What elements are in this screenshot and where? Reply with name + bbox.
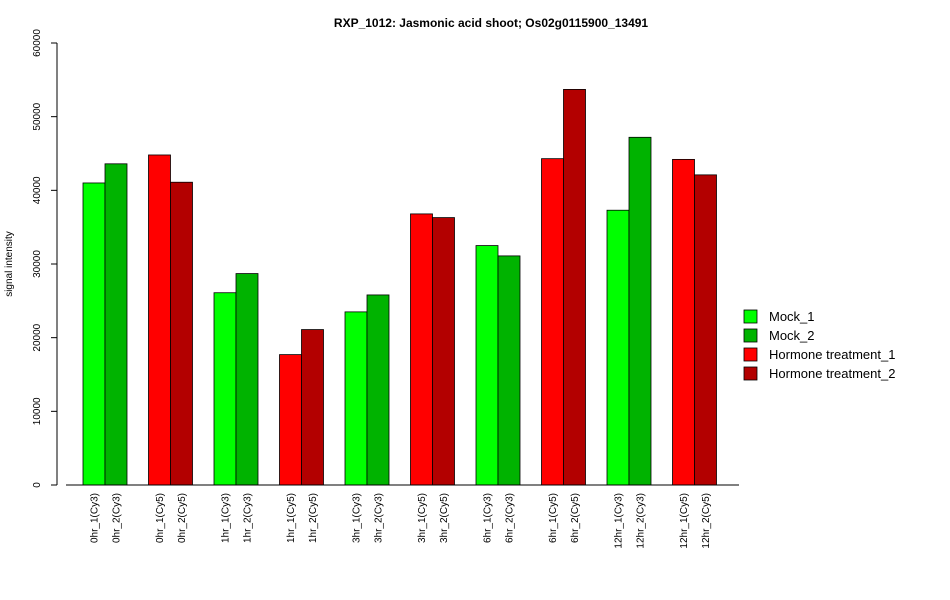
bar [497, 255, 521, 486]
legend-swatch [743, 328, 758, 343]
y-axis-label: signal intensity [4, 231, 15, 297]
y-tick-label: 30000 [32, 250, 43, 278]
legend: Mock_1 Mock_2 Hormone treatment_1 Hormone t… [743, 309, 895, 381]
x-tick-label: 1hr_2(Cy5) [308, 493, 319, 543]
x-tick-label: 12hr_2(Cy5) [701, 493, 712, 549]
bar [694, 174, 717, 486]
bar [235, 273, 259, 486]
x-tick-label: 1hr_1(Cy5) [286, 493, 297, 543]
bar [475, 245, 499, 486]
y-tick-label: 0 [32, 482, 43, 488]
legend-swatch [743, 366, 758, 381]
y-tick-label: 20000 [32, 323, 43, 351]
x-tick-labels: 0hr_1(Cy3) 0hr_2(Cy3) 0hr_1(Cy5) 0hr_2(Cy5)… [90, 493, 713, 549]
bar [410, 213, 433, 486]
x-tick-label: 3hr_2(Cy5) [439, 493, 450, 543]
bar [432, 217, 455, 486]
y-tick-label: 10000 [32, 397, 43, 425]
legend-swatch [743, 347, 758, 362]
y-tick-label: 60000 [32, 29, 43, 57]
bar [301, 329, 324, 486]
bar [628, 136, 652, 486]
chart-title: RXP_1012: Jasmonic acid shoot; Os02g0115… [334, 16, 649, 30]
bar [104, 163, 128, 486]
bar [170, 181, 193, 486]
x-tick-label: 6hr_2(Cy3) [505, 493, 516, 543]
bar [148, 154, 171, 486]
x-tick-label: 12hr_1(Cy5) [679, 493, 690, 549]
y-tick-label: 40000 [32, 176, 43, 204]
x-tick-label: 12hr_1(Cy3) [614, 493, 625, 549]
bar [344, 311, 368, 486]
legend-label: Hormone treatment_1 [769, 347, 895, 362]
bar [366, 294, 390, 486]
x-tick-label: 0hr_1(Cy5) [155, 493, 166, 543]
x-tick-label: 1hr_2(Cy3) [243, 493, 254, 543]
bar [672, 158, 695, 486]
bar [606, 209, 630, 486]
bar [213, 292, 237, 486]
x-tick-label: 6hr_1(Cy3) [483, 493, 494, 543]
x-tick-label: 6hr_2(Cy5) [570, 493, 581, 543]
bar [82, 182, 106, 486]
bar [279, 354, 302, 486]
x-tick-label: 6hr_1(Cy5) [548, 493, 559, 543]
y-axis: 0 10000 20000 30000 40000 50000 60000 [32, 29, 58, 488]
x-tick-label: 0hr_2(Cy3) [112, 493, 123, 543]
bar [563, 89, 586, 486]
x-tick-label: 0hr_2(Cy5) [177, 493, 188, 543]
legend-label: Hormone treatment_2 [769, 366, 895, 381]
y-tick-label: 50000 [32, 102, 43, 130]
bar [541, 158, 564, 486]
x-tick-label: 1hr_1(Cy3) [221, 493, 232, 543]
legend-label: Mock_2 [769, 328, 815, 343]
x-tick-label: 3hr_2(Cy3) [374, 493, 385, 543]
x-tick-label: 0hr_1(Cy3) [90, 493, 101, 543]
x-tick-label: 3hr_1(Cy5) [417, 493, 428, 543]
bars [82, 89, 717, 486]
legend-label: Mock_1 [769, 309, 815, 324]
x-tick-label: 3hr_1(Cy3) [352, 493, 363, 543]
x-tick-label: 12hr_2(Cy3) [636, 493, 647, 549]
legend-swatch [743, 309, 758, 324]
